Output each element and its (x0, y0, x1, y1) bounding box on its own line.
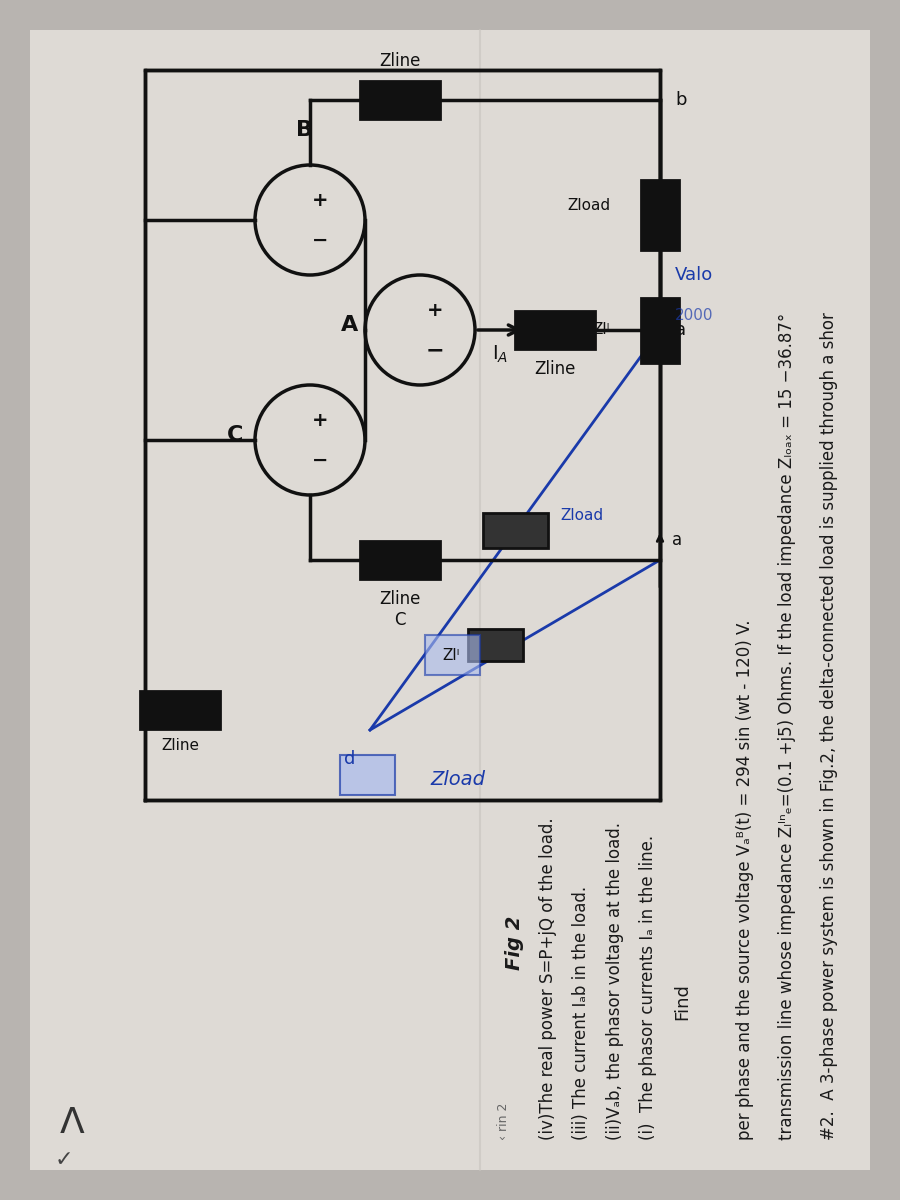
Bar (360, 541, 440, 578)
Bar (467, 629, 523, 661)
Text: d: d (345, 750, 356, 768)
Text: Find: Find (673, 983, 691, 1020)
Text: +: + (427, 300, 443, 319)
Text: Zload: Zload (567, 198, 610, 212)
Text: Λ: Λ (60, 1106, 85, 1140)
Text: Zload: Zload (430, 770, 485, 790)
Text: per phase and the source voltage Vₐᴮ(t) = 294 sin (wt - 120) V.: per phase and the source voltage Vₐᴮ(t) … (736, 619, 754, 1140)
Text: Fig 2: Fig 2 (505, 916, 524, 970)
Text: 2000: 2000 (675, 307, 714, 323)
Text: ✓: ✓ (55, 1150, 74, 1170)
Bar (360, 80, 440, 119)
Text: b: b (675, 91, 687, 109)
Polygon shape (30, 30, 870, 1170)
Text: a: a (675, 320, 686, 338)
Text: #2.  A 3-phase power system is shown in Fig.2, the delta-connected load is suppl: #2. A 3-phase power system is shown in F… (820, 312, 838, 1140)
Text: −: − (311, 450, 328, 469)
Text: +: + (311, 410, 328, 430)
Text: Valo: Valo (675, 266, 713, 284)
Bar (425, 635, 480, 674)
Text: −: − (426, 340, 445, 360)
Text: transmission line whose impedance Zₗᴵⁿₑ=(0.1 +j5) Ohms. If the load impedance Zₗ: transmission line whose impedance Zₗᴵⁿₑ=… (778, 313, 796, 1140)
Text: −: − (311, 230, 328, 250)
Bar (340, 755, 395, 794)
Bar (641, 298, 679, 362)
Text: B: B (296, 120, 313, 140)
Text: C: C (227, 425, 243, 445)
Bar (482, 512, 547, 547)
Bar (641, 180, 679, 250)
Text: Zlᴵ: Zlᴵ (592, 323, 610, 337)
Text: (ii)Vₐb, the phasor voltage at the load.: (ii)Vₐb, the phasor voltage at the load. (606, 822, 624, 1140)
Text: A: A (341, 314, 358, 335)
Text: Zload: Zload (560, 508, 603, 522)
Text: (i)  The phasor currents Iₐ in the line.: (i) The phasor currents Iₐ in the line. (639, 835, 657, 1140)
Bar (515, 311, 595, 349)
Text: Zline: Zline (379, 52, 420, 70)
Text: Zline: Zline (535, 360, 576, 378)
Text: +: + (311, 191, 328, 210)
Text: ‹ rin 2: ‹ rin 2 (497, 1103, 509, 1140)
Bar (140, 691, 220, 728)
Text: (iv)The real power S=P+jQ of the load.: (iv)The real power S=P+jQ of the load. (538, 817, 556, 1140)
Text: a: a (672, 530, 682, 550)
Text: Zlᴵ: Zlᴵ (443, 648, 460, 662)
Text: Zline
C: Zline C (379, 590, 420, 629)
Text: I$_A$: I$_A$ (491, 343, 508, 365)
Text: (iii) The current Iₐb in the load.: (iii) The current Iₐb in the load. (572, 886, 590, 1140)
Text: Zline: Zline (161, 738, 199, 754)
